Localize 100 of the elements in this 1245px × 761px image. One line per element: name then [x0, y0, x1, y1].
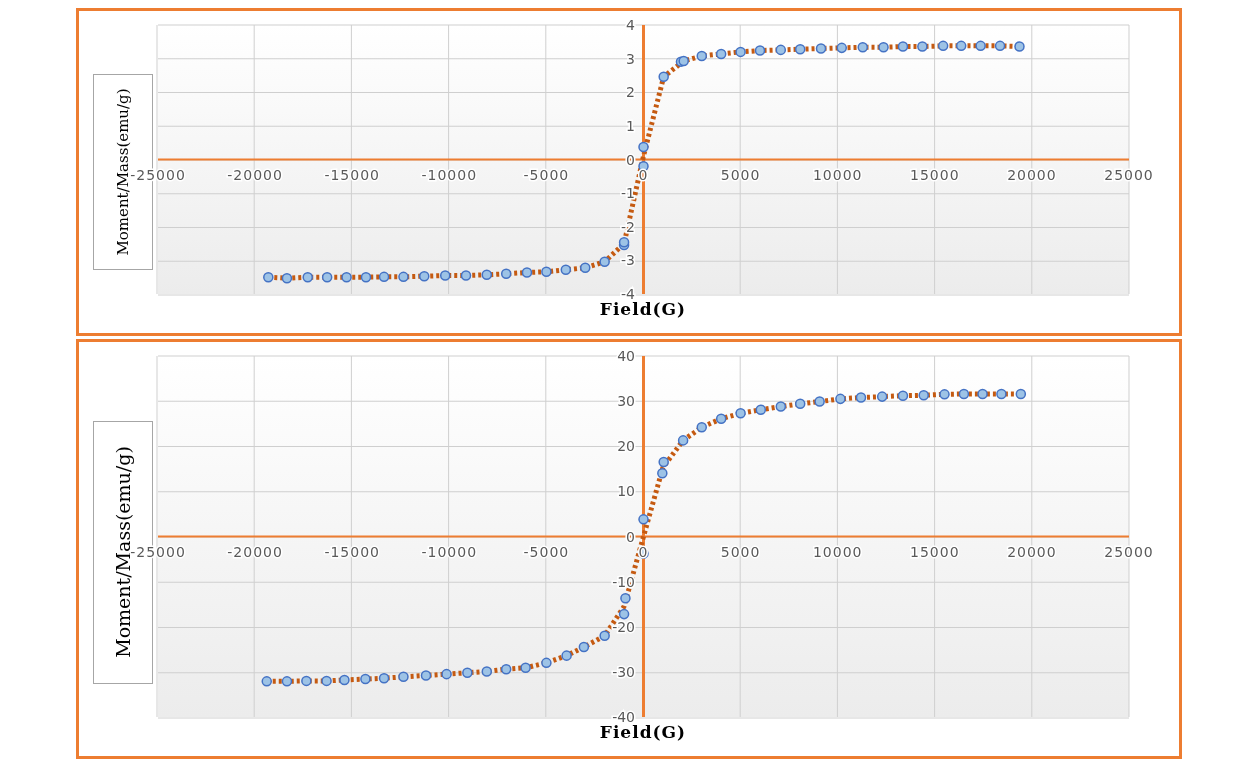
x-tick-label: -15000	[324, 544, 380, 560]
point	[560, 264, 572, 276]
point	[481, 269, 493, 281]
point	[441, 668, 452, 680]
x-tick-label: 5000	[720, 167, 761, 183]
point	[561, 650, 572, 661]
y-tick-label: -4	[621, 286, 636, 302]
point	[735, 46, 746, 58]
y-tick-label: -40	[612, 709, 635, 725]
point	[599, 630, 610, 642]
point	[378, 672, 390, 684]
point	[876, 391, 888, 402]
x-tick-label: 10000	[812, 544, 863, 560]
point	[579, 262, 591, 274]
x-tick-label: 25000	[1104, 544, 1154, 560]
y-tick-label: -30	[612, 663, 635, 680]
point	[658, 456, 669, 468]
y-tick-label: 10	[617, 483, 635, 500]
x-axis-title: Field(G)	[598, 722, 688, 742]
point	[658, 71, 669, 83]
point	[996, 388, 1007, 400]
point	[578, 641, 590, 653]
point	[281, 272, 293, 284]
point	[977, 388, 988, 400]
y-tick-label: -3	[621, 252, 635, 269]
x-axis-title: Field(G)	[598, 299, 688, 319]
x-tick-label: -5000	[523, 167, 570, 183]
x-tick-label: -10000	[421, 544, 478, 560]
x-tick-label: 0	[638, 167, 649, 183]
point	[638, 141, 649, 153]
point	[418, 270, 430, 282]
point	[620, 593, 631, 604]
point	[500, 663, 512, 675]
point	[975, 40, 986, 52]
point	[420, 670, 432, 681]
point	[481, 666, 493, 677]
point	[715, 413, 727, 424]
point	[939, 389, 950, 400]
point	[696, 422, 708, 433]
point	[878, 41, 889, 53]
point	[638, 514, 649, 525]
point	[815, 43, 827, 54]
point	[677, 435, 689, 446]
y-tick-label: 20	[617, 438, 635, 455]
x-tick-label: -20000	[227, 167, 283, 183]
y-tick-label: -10	[612, 573, 635, 590]
point	[836, 42, 848, 54]
point	[794, 43, 806, 55]
y-tick-label: -1	[621, 185, 635, 202]
y-tick-label: 40	[617, 348, 635, 364]
x-tick-label: 10000	[812, 167, 863, 183]
x-tick-label: 15000	[910, 544, 960, 560]
x-tick-label: -10000	[421, 167, 478, 183]
point	[521, 267, 533, 278]
point	[857, 41, 869, 53]
point	[735, 408, 746, 419]
y-tick-label: -20	[612, 618, 635, 635]
point	[500, 268, 512, 280]
x-tick-label: -15000	[324, 167, 380, 183]
point	[958, 388, 970, 400]
x-tick-label: -20000	[227, 544, 283, 560]
y-tick-label: 2	[626, 84, 635, 101]
y-axis-title: Moment/Mass(emu/g)	[114, 88, 132, 256]
point	[1014, 41, 1025, 52]
point	[398, 671, 409, 683]
point	[754, 45, 766, 56]
point	[281, 676, 293, 687]
x-tick-label: -5000	[523, 544, 570, 560]
x-tick-label: 5000	[720, 544, 761, 560]
x-tick-label: 20000	[1007, 167, 1057, 183]
point	[696, 50, 708, 62]
point	[341, 271, 352, 283]
point	[937, 40, 949, 52]
point	[955, 40, 967, 52]
point	[599, 256, 610, 267]
point	[917, 41, 928, 52]
point	[897, 41, 909, 52]
y-tick-label: -2	[621, 218, 635, 235]
point	[462, 667, 473, 679]
x-tick-label: 25000	[1104, 167, 1154, 183]
point	[794, 398, 806, 410]
point	[263, 271, 274, 283]
point	[1015, 388, 1027, 400]
x-tick-label: 15000	[910, 167, 960, 183]
point	[439, 270, 451, 281]
point	[378, 271, 390, 283]
point	[339, 674, 350, 686]
point	[814, 396, 825, 407]
point	[918, 390, 929, 401]
point	[321, 675, 332, 687]
point	[618, 608, 630, 620]
point	[398, 271, 409, 283]
point	[520, 662, 531, 674]
y-tick-label: 4	[626, 17, 636, 33]
point	[261, 676, 273, 687]
point	[657, 468, 668, 479]
point	[755, 404, 767, 415]
point	[460, 270, 472, 281]
point	[855, 392, 867, 403]
point	[360, 673, 371, 685]
